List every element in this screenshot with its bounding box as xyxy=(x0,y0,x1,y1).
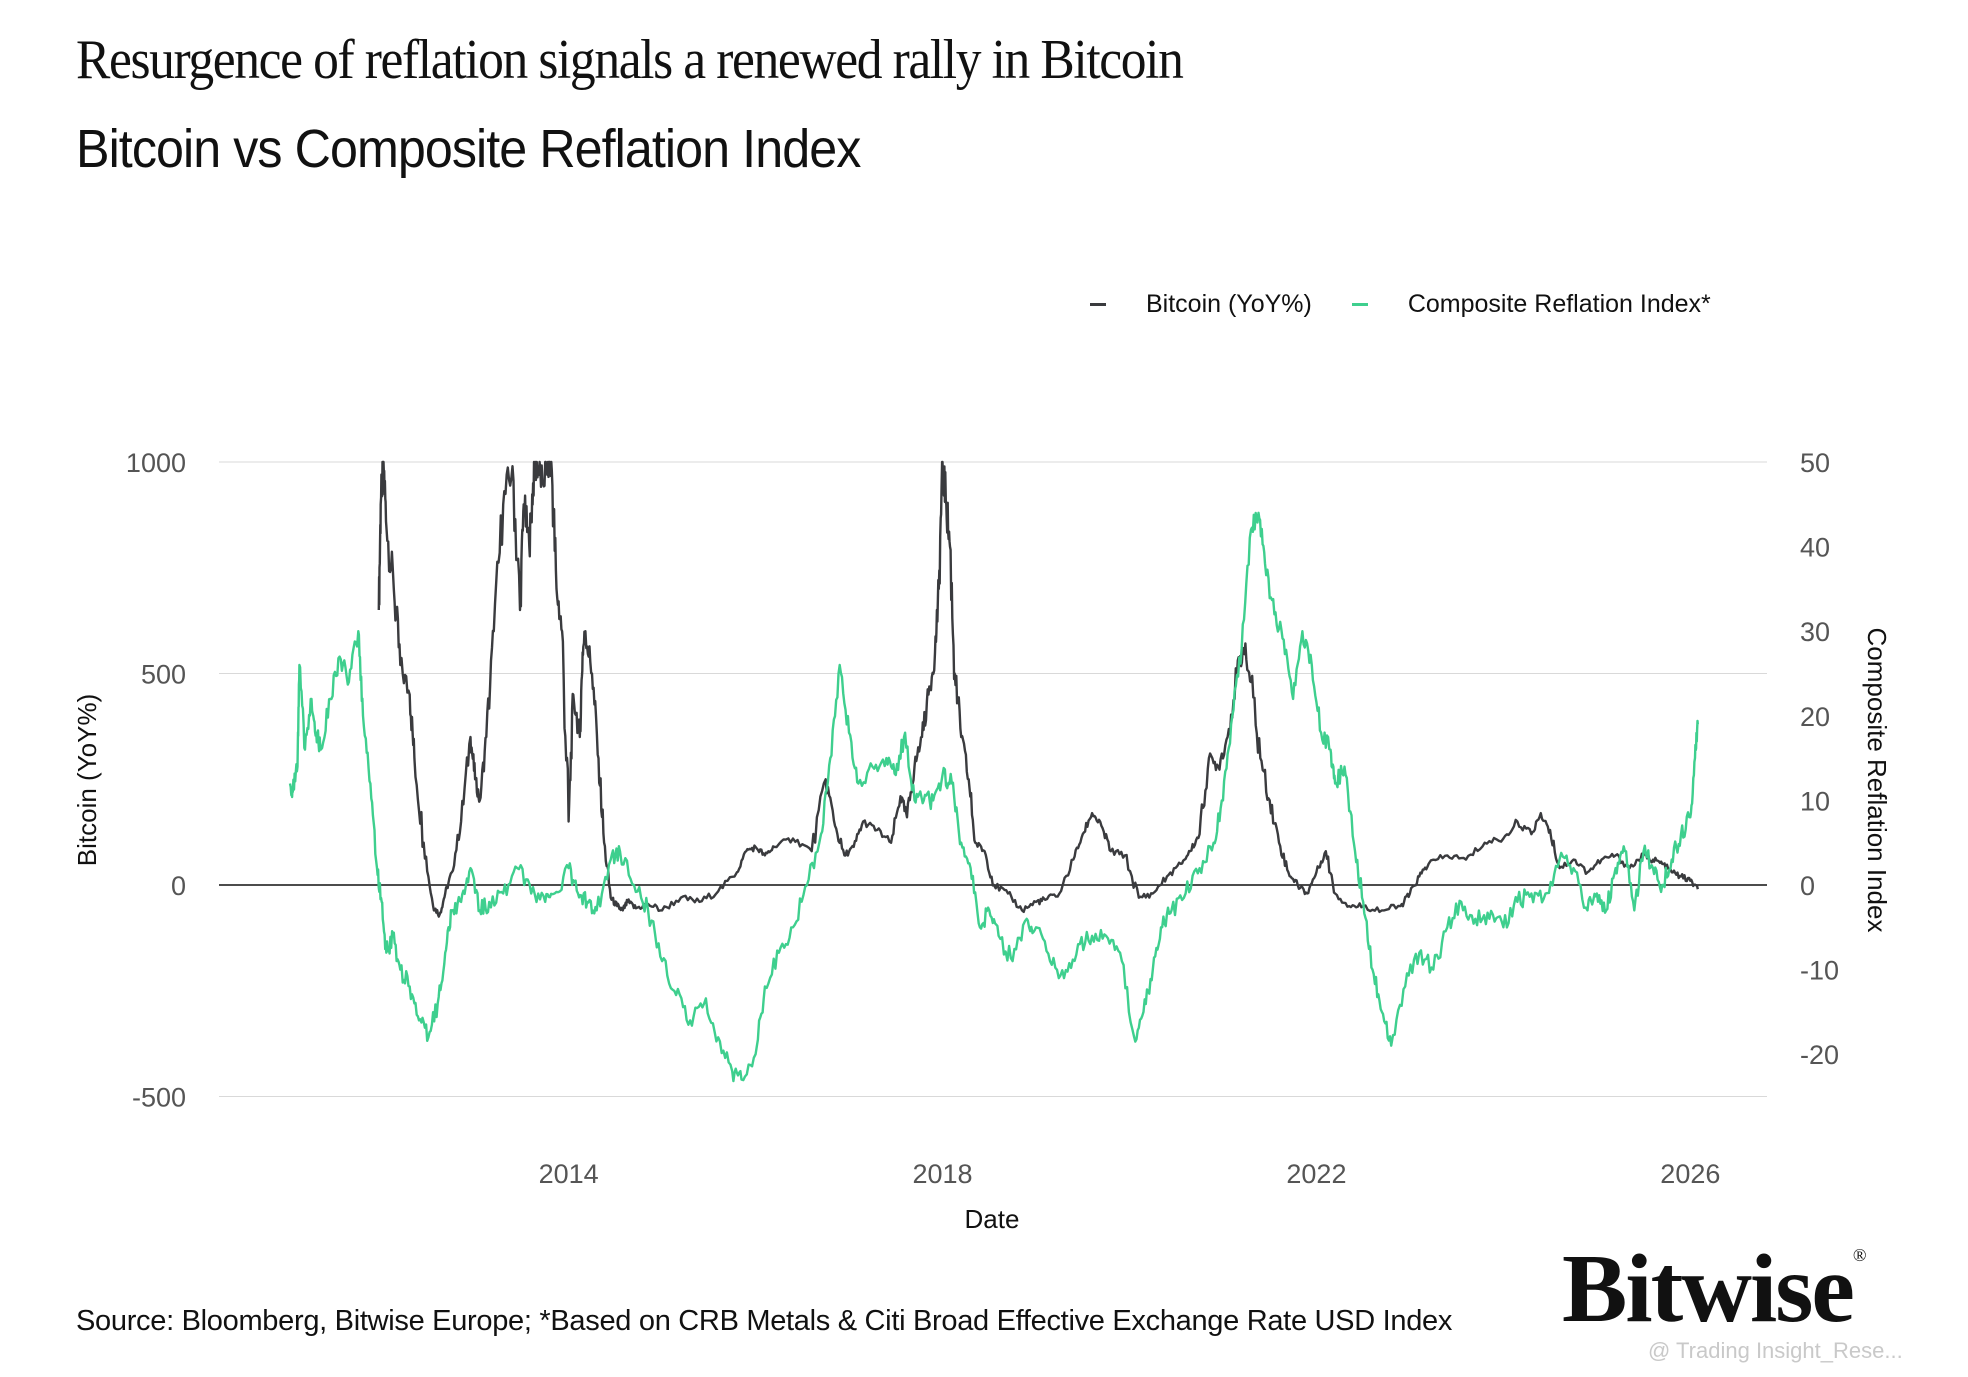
y-axis-label-left: Bitcoin (YoY%) xyxy=(72,694,102,866)
y-tick-label-left: 1000 xyxy=(126,448,186,478)
bitcoin-line xyxy=(377,460,1699,918)
legend-item-bitcoin[interactable]: Bitcoin (YoY%) xyxy=(1090,290,1312,319)
x-tick-label: 2026 xyxy=(1660,1159,1720,1189)
x-axis-label: Date xyxy=(965,1204,1020,1234)
legend-label-reflation: Composite Reflation Index* xyxy=(1407,290,1711,318)
grid-lines xyxy=(219,461,1767,1097)
series-lines xyxy=(288,460,1699,1083)
y-tick-label-right: 20 xyxy=(1800,702,1830,732)
y-tick-label-right: 10 xyxy=(1800,786,1830,816)
y-tick-label-right: 50 xyxy=(1800,448,1830,478)
legend-swatch-reflation xyxy=(1351,303,1368,306)
y-tick-label-right: 40 xyxy=(1800,533,1830,563)
chart-subtitle: Bitcoin vs Composite Reflation Index xyxy=(76,119,861,179)
y-tick-label-left: 500 xyxy=(141,660,186,690)
legend-label-bitcoin: Bitcoin (YoY%) xyxy=(1146,290,1312,318)
y-tick-label-right: 0 xyxy=(1800,871,1815,901)
watermark: @ Trading Insight_Rese... xyxy=(1648,1338,1903,1363)
bitwise-logo: Bitwise® xyxy=(1562,1240,1867,1338)
x-tick-label: 2018 xyxy=(912,1159,972,1189)
legend-item-reflation[interactable]: Composite Reflation Index* xyxy=(1351,290,1711,319)
y-tick-label-right: -20 xyxy=(1800,1040,1839,1070)
reflation-index-line xyxy=(288,511,1699,1083)
y-tick-label-right: 30 xyxy=(1800,617,1830,647)
y-tick-label-right: -10 xyxy=(1800,956,1839,986)
registered-mark: ® xyxy=(1852,1245,1867,1265)
logo-text: Bitwise xyxy=(1562,1235,1855,1343)
source-note: Source: Bloomberg, Bitwise Europe; *Base… xyxy=(76,1305,1453,1337)
x-tick-label: 2014 xyxy=(539,1159,599,1189)
y-tick-label-left: -500 xyxy=(132,1083,186,1113)
y-axis-label-right: Composite Reflation Index xyxy=(1862,628,1892,933)
axis-ticks: -500 0 500 1000 -20 -10 0 10 20 30 40 50 2014 2018 202… xyxy=(126,448,1839,1189)
x-tick-label: 2022 xyxy=(1286,1159,1346,1189)
legend-swatch-bitcoin xyxy=(1090,303,1106,306)
legend: Bitcoin (YoY%) Composite Reflation Index… xyxy=(1090,290,1751,319)
chart-title: Resurgence of reflation signals a renewe… xyxy=(76,29,1184,91)
y-tick-label-left: 0 xyxy=(171,871,186,901)
